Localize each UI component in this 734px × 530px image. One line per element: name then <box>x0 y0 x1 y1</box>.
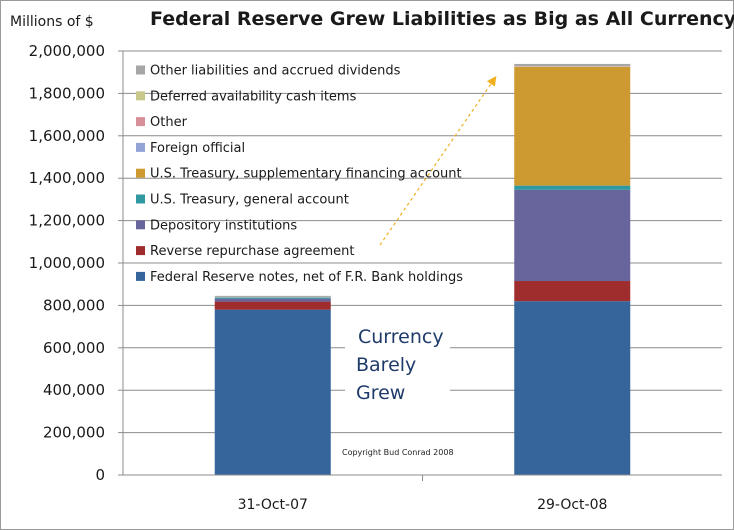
legend-label: Depository institutions <box>150 218 297 233</box>
bar-segment <box>514 63 631 67</box>
legend-label: Reverse repurchase agreement <box>150 244 355 259</box>
growth-arrow <box>379 76 497 246</box>
legend-label: Other <box>150 115 188 130</box>
y-tick-label: 400,000 <box>43 381 105 399</box>
bar-segment <box>214 297 331 299</box>
legend-label: Federal Reserve notes, net of F.R. Bank … <box>150 270 463 285</box>
x-tick-label: 31-Oct-07 <box>238 497 308 513</box>
legend-label: Foreign official <box>150 141 245 156</box>
legend-swatch <box>136 117 145 127</box>
legend-label: Deferred availability cash items <box>150 89 357 104</box>
y-tick-label: 2,000,000 <box>29 42 105 60</box>
annotation-text: Barely <box>356 354 416 376</box>
legend-swatch <box>136 168 145 178</box>
annotation-box <box>345 316 450 414</box>
y-tick-label: 1,600,000 <box>29 127 105 145</box>
x-tick-label: 29-Oct-08 <box>537 497 607 513</box>
y-tick-label: 200,000 <box>43 424 105 442</box>
bar-segment <box>214 301 331 310</box>
legend-swatch <box>136 65 145 75</box>
bar-segment <box>514 301 631 475</box>
bar-segment <box>514 66 631 186</box>
legend-swatch <box>136 220 145 230</box>
annotation-text: Currency <box>358 326 444 348</box>
bar-segment <box>214 298 331 302</box>
legend-swatch <box>136 142 145 152</box>
legend-swatch <box>136 91 145 101</box>
bar-segment <box>514 189 631 282</box>
copyright-note: Copyright Bud Conrad 2008 <box>342 448 454 457</box>
annotation-text: Grew <box>356 382 405 404</box>
legend-label: U.S. Treasury, supplementary financing a… <box>150 167 462 182</box>
bar-segment <box>214 295 331 297</box>
y-tick-label: 800,000 <box>43 296 105 314</box>
y-axis-unit-label: Millions of $ <box>10 14 94 30</box>
legend-swatch <box>136 271 145 281</box>
bar-segment <box>514 281 631 302</box>
y-tick-label: 1,400,000 <box>29 169 105 187</box>
bar-segment <box>214 309 331 475</box>
y-tick-label: 1,200,000 <box>29 212 105 230</box>
bar-segment <box>514 185 631 190</box>
legend-label: U.S. Treasury, general account <box>150 193 349 208</box>
legend-label: Other liabilities and accrued dividends <box>150 64 401 79</box>
legend-swatch <box>136 246 145 256</box>
chart-title: Federal Reserve Grew Liabilities as Big … <box>150 8 734 30</box>
legend-swatch <box>136 194 145 204</box>
y-tick-label: 600,000 <box>43 339 105 357</box>
y-tick-label: 1,800,000 <box>29 84 105 102</box>
y-tick-label: 1,000,000 <box>29 254 105 272</box>
y-tick-label: 0 <box>95 466 105 484</box>
